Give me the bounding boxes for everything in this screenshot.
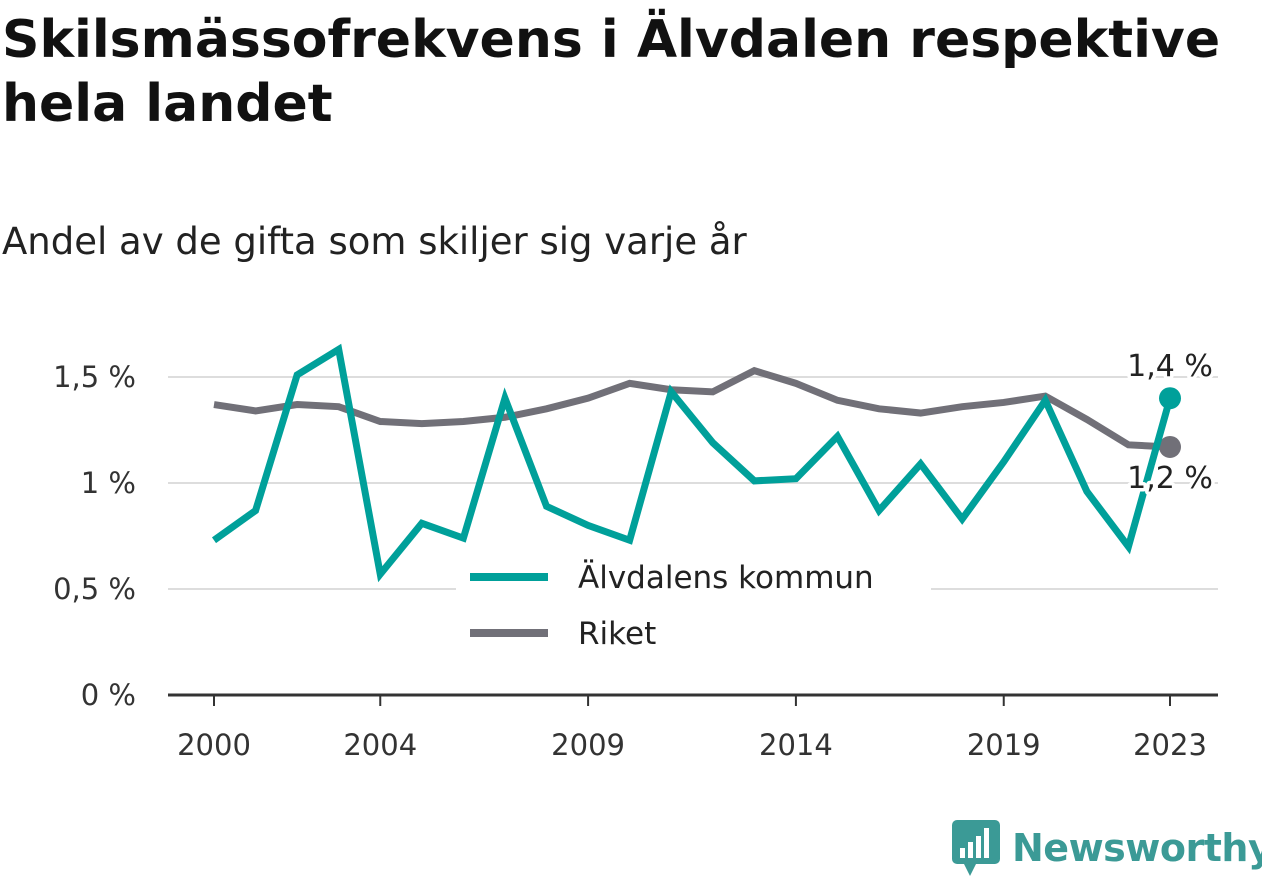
y-tick-label: 0,5 % [53, 572, 136, 606]
legend-background [456, 548, 931, 660]
y-tick-label: 0 % [81, 678, 136, 712]
end-point-alvdalen [1159, 387, 1181, 410]
legend-label: Riket [578, 616, 656, 652]
x-tick-label: 2023 [1133, 728, 1207, 762]
end-label-alvdalen-halo: 1,4 % [1127, 349, 1213, 384]
y-tick-label: 1,5 % [53, 360, 136, 394]
chart-title: Skilsmässofrekvens i Älvdalen respektive… [2, 10, 1221, 134]
series-layer [211, 343, 1181, 583]
newsworthy-logo-icon [952, 820, 1000, 876]
end-label-riket: 1,2 % [1127, 461, 1213, 496]
series-line-riket [213, 366, 1171, 451]
legend: Älvdalens kommun Riket [456, 548, 931, 660]
x-tick-label: 2004 [343, 728, 417, 762]
y-tick-label: 1 % [81, 466, 136, 500]
label-layer: 1,4 %1,4 %1,2 %1,2 % [1124, 346, 1217, 500]
x-tick-label: 2014 [759, 728, 833, 762]
end-point-riket [1159, 435, 1181, 458]
end-label-alvdalen: 1,4 % [1127, 349, 1213, 384]
brand-name: Newsworthy [1012, 826, 1262, 870]
x-tick-label: 2019 [967, 728, 1041, 762]
axis-layer: 0 % 0,5 % 1 % 1,5 % 2000 2004 2009 2014 2019 2023 [53, 360, 1218, 762]
x-tick-label: 2009 [551, 728, 625, 762]
legend-label: Älvdalens kommun [578, 560, 874, 596]
series-line-alvdalen [211, 343, 1174, 583]
chart-subtitle: Andel av de gifta som skiljer sig varje … [2, 220, 747, 263]
x-tick-label: 2000 [177, 728, 251, 762]
end-label-riket-halo: 1,2 % [1127, 461, 1213, 496]
brand-logo: Newsworthy [950, 818, 1262, 878]
